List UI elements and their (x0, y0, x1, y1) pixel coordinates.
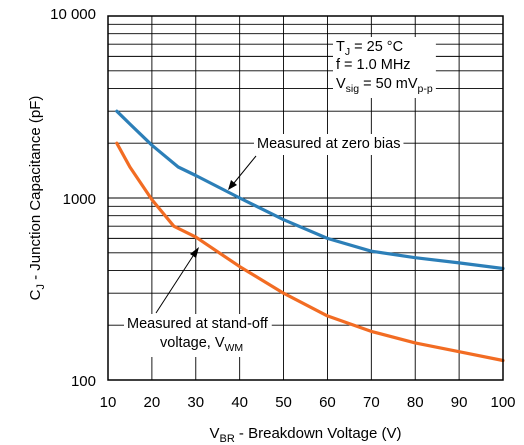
standoff-label-background (124, 314, 272, 357)
series-line-standoff (115, 141, 505, 363)
series-line-zero-bias (115, 109, 505, 271)
conditions-legend: TJ = 25 °C f = 1.0 MHz Vsig = 50 mVp-p (336, 39, 433, 95)
x-tick-label: 80 (407, 394, 424, 411)
x-tick-label: 10 (100, 394, 117, 411)
x-tick-label: 20 (144, 394, 161, 411)
zero-bias-leader (233, 155, 257, 184)
x-tick-label: 90 (451, 394, 468, 411)
zero-bias-arrowhead (228, 180, 237, 190)
standoff-label-line2: voltage, VWM (160, 335, 243, 354)
zero-bias-label: Measured at zero bias (257, 136, 400, 152)
plot-frame (107, 15, 504, 381)
condition-signal: Vsig = 50 mVp-p (336, 76, 433, 95)
x-tick-label: 40 (231, 394, 248, 411)
x-tick-label: 70 (363, 394, 380, 411)
x-tick-label: 100 (490, 394, 515, 411)
y-tick-label: 10 000 (50, 6, 96, 23)
condition-temperature: TJ = 25 °C (336, 39, 403, 58)
x-axis-label: VBR - Breakdown Voltage (V) (209, 425, 401, 445)
x-tick-label: 30 (187, 394, 204, 411)
standoff-label-line1: Measured at stand-off (127, 316, 269, 332)
y-axis-label: CJ - Junction Capacitance (pF) (27, 96, 47, 301)
tick-labels: 10 20 30 40 50 60 70 80 90 100 100 1000 10 000 (50, 6, 515, 411)
series-group (115, 109, 505, 363)
x-tick-label: 50 (275, 394, 292, 411)
y-tick-label: 100 (71, 373, 96, 390)
zero-bias-label-background (254, 134, 404, 155)
annotation-backgrounds (124, 37, 436, 357)
standoff-arrowhead (190, 247, 199, 258)
y-tick-label: 1000 (63, 191, 96, 208)
standoff-leader (155, 255, 194, 314)
conditions-background (333, 37, 436, 98)
x-tick-label: 60 (319, 394, 336, 411)
condition-frequency: f = 1.0 MHz (336, 57, 411, 73)
